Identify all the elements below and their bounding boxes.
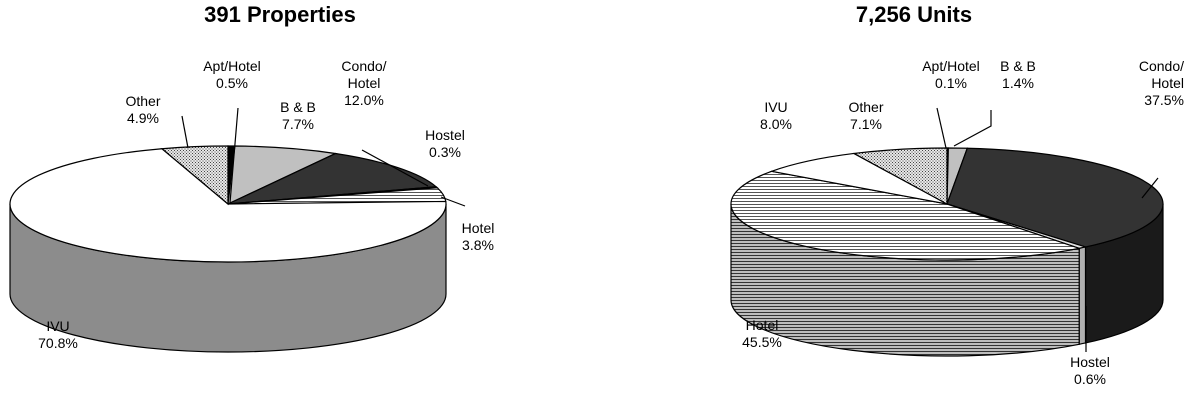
pie-slice-hotel — [730, 170, 1082, 261]
slice-label-ivu: IVU 8.0% — [760, 99, 792, 132]
units-pie-svg: Apt/Hotel 0.1%B & B 1.4%Condo/Hotel 37.5%Ho… — [730, 58, 1184, 387]
pie-slices — [9, 145, 447, 263]
slice-label-line: Condo/ — [341, 58, 386, 74]
slice-label-line: Hotel — [462, 220, 495, 236]
slice-label-line: 12.0% — [344, 92, 384, 108]
slice-label-line: 45.5% — [742, 334, 782, 350]
leader-line-condo-hotel — [361, 149, 429, 187]
slice-label-hotel: Hotel 45.5% — [742, 317, 782, 350]
slice-label-line: Apt/Hotel — [203, 58, 261, 74]
pie-labels: Apt/Hotel 0.5%B & B 7.7%Condo/Hotel 12.0%Ho… — [38, 58, 494, 351]
slice-label-apt-hotel: Apt/Hotel 0.1% — [922, 58, 980, 91]
slice-label-line: 7.1% — [850, 116, 882, 132]
properties-pie-svg: Apt/Hotel 0.5%B & B 7.7%Condo/Hotel 12.0%Ho… — [9, 58, 494, 353]
slice-label-other: Other 4.9% — [125, 93, 160, 126]
leader-line-condo-hotel — [1141, 177, 1159, 199]
slice-label-line: 70.8% — [38, 335, 78, 351]
slice-label-b-b: B & B 7.7% — [280, 99, 316, 132]
chart-title: 7,256 Units — [855, 2, 973, 27]
slice-label-hostel: Hostel 0.6% — [1070, 354, 1110, 387]
slice-label-line: Hotel — [1151, 75, 1184, 91]
slice-label-line: Hostel — [425, 127, 465, 143]
pie-slice-other — [160, 145, 229, 206]
slice-label-line: IVU — [46, 318, 69, 334]
leader-line-apt-hotel — [229, 107, 239, 204]
slice-label-line: 37.5% — [1144, 92, 1184, 108]
slice-label-line: Other — [848, 99, 883, 115]
slice-label-line: 7.7% — [282, 116, 314, 132]
slice-label-line: 3.8% — [462, 237, 494, 253]
leader-line-other — [181, 115, 189, 149]
slice-label-line: 1.4% — [1002, 75, 1034, 91]
slice-label-line: B & B — [280, 99, 316, 115]
slice-label-line: 0.5% — [216, 75, 248, 91]
leader-line-hotel — [440, 196, 466, 207]
pie-slice-ivu — [9, 148, 447, 263]
pie-slice-condo-hotel — [227, 152, 438, 205]
slice-label-line: Other — [125, 93, 160, 109]
leader-line-apt-hotel — [936, 107, 947, 149]
properties-pie-chart: 391 Properties Apt/Hotel 0.5% B & B 7.7% Con… — [0, 0, 560, 405]
pie-slice-b-b — [227, 145, 338, 206]
pie-slice-ivu — [769, 152, 948, 205]
slice-label-condo-hotel: Condo/Hotel 12.0% — [341, 58, 386, 108]
leader-line-b-b — [953, 110, 992, 147]
slice-label-hostel: Hostel 0.3% — [425, 127, 465, 160]
slice-label-line: IVU — [764, 99, 787, 115]
slice-label-hotel: Hotel 3.8% — [462, 220, 495, 253]
pie-slice-condo-hotel — [946, 147, 1164, 248]
slice-label-apt-hotel: Apt/Hotel 0.5% — [203, 58, 261, 91]
slice-label-line: 4.9% — [127, 110, 159, 126]
slice-label-line: 0.6% — [1074, 371, 1106, 387]
pie-side-hostel — [1078, 246, 1087, 346]
slice-label-other: Other 7.1% — [848, 99, 883, 132]
slice-label-line: Condo/ — [1139, 58, 1184, 74]
slice-label-b-b: B & B 1.4% — [1000, 58, 1036, 91]
pie-slices — [730, 147, 1164, 261]
slice-label-line: 0.3% — [429, 144, 461, 160]
slice-label-line: Apt/Hotel — [922, 58, 980, 74]
slice-label-ivu: IVU 70.8% — [38, 318, 78, 351]
slice-label-line: B & B — [1000, 58, 1036, 74]
slice-label-line: 0.1% — [935, 75, 967, 91]
slice-label-line: Hotel — [348, 75, 381, 91]
slice-label-line: 8.0% — [760, 116, 792, 132]
slice-label-line: Hostel — [1070, 354, 1110, 370]
units-pie-chart: 7,256 Units Apt/Hotel 0.1% B & B 1.4% Condo/… — [634, 0, 1194, 405]
pie-sides — [730, 203, 1164, 357]
pie-labels: Apt/Hotel 0.1%B & B 1.4%Condo/Hotel 37.5%Ho… — [742, 58, 1184, 387]
pie-slice-other — [852, 147, 948, 206]
chart-title: 391 Properties — [204, 2, 356, 27]
slice-label-line: Hotel — [746, 317, 779, 333]
slice-label-condo-hotel: Condo/Hotel 37.5% — [1139, 58, 1184, 108]
